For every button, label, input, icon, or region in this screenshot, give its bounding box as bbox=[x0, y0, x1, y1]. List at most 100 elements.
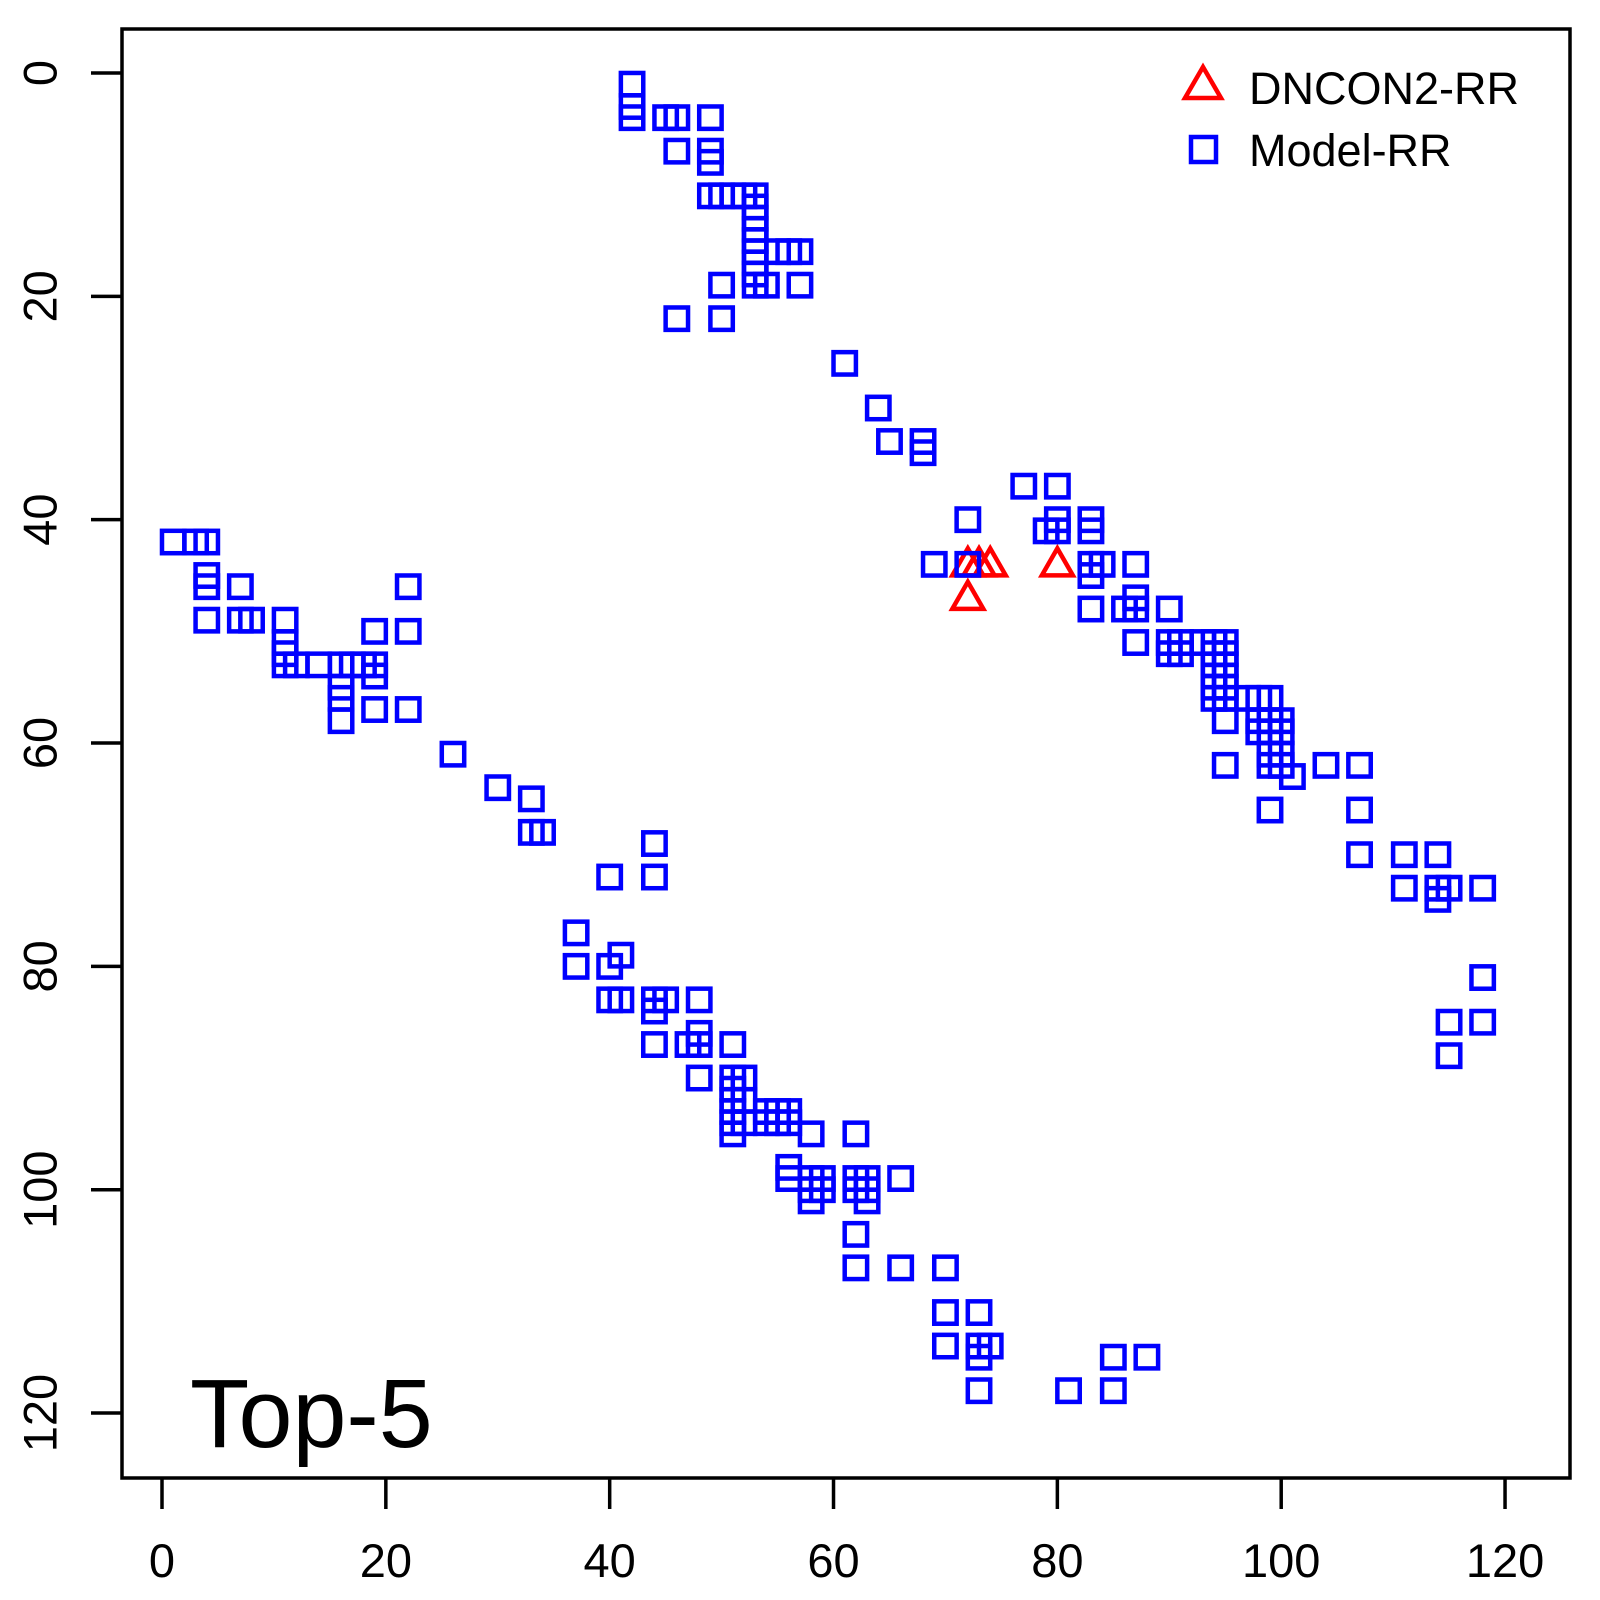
dncon2-rr-point bbox=[970, 543, 1010, 578]
model-rr-point bbox=[931, 1254, 959, 1282]
model-rr-point bbox=[1043, 472, 1071, 500]
model-rr-point bbox=[1312, 751, 1340, 779]
x-tick-label: 0 bbox=[149, 1534, 175, 1587]
model-rr-point bbox=[920, 550, 948, 578]
model-rr-point bbox=[864, 394, 892, 422]
model-rr-point bbox=[954, 550, 982, 578]
x-tick-label: 40 bbox=[584, 1534, 636, 1587]
model-rr-point bbox=[887, 1254, 915, 1282]
model-rr-point bbox=[797, 1187, 825, 1215]
model-rr-point bbox=[1256, 796, 1284, 824]
model-rr-point bbox=[1211, 751, 1239, 779]
model-rr-point bbox=[685, 1064, 713, 1092]
model-rr-point bbox=[842, 1220, 870, 1248]
model-rr-point bbox=[1469, 874, 1497, 902]
legend-triangle-icon bbox=[1181, 62, 1225, 101]
model-rr-point bbox=[327, 707, 355, 735]
model-rr-point bbox=[361, 696, 389, 723]
model-rr-point bbox=[394, 573, 422, 601]
x-tick-label: 20 bbox=[360, 1534, 412, 1587]
model-rr-point bbox=[1155, 595, 1183, 623]
model-rr-point bbox=[685, 986, 713, 1014]
model-rr-point bbox=[193, 528, 221, 556]
model-rr-point bbox=[1390, 874, 1418, 902]
x-tick-label: 80 bbox=[1031, 1534, 1083, 1587]
model-rr-point bbox=[876, 428, 903, 455]
model-rr-point bbox=[708, 305, 736, 333]
y-tick-label: 80 bbox=[14, 940, 67, 992]
model-rr-point bbox=[887, 1165, 915, 1192]
model-rr-point bbox=[361, 617, 389, 645]
model-rr-point bbox=[931, 1332, 959, 1360]
model-rr-point bbox=[1043, 517, 1071, 545]
model-rr-point bbox=[663, 104, 691, 132]
y-tick-label: 0 bbox=[14, 60, 67, 86]
model-rr-point bbox=[517, 785, 545, 813]
x-tick-label: 60 bbox=[807, 1534, 859, 1587]
dncon2-rr-point bbox=[948, 577, 988, 612]
model-rr-point bbox=[1099, 1343, 1127, 1371]
x-tick-label: 120 bbox=[1466, 1534, 1544, 1587]
model-rr-point bbox=[607, 986, 635, 1014]
model-rr-point bbox=[1077, 517, 1105, 545]
data-points bbox=[159, 70, 1497, 1405]
legend-label-model-rr: Model-RR bbox=[1249, 125, 1452, 176]
model-rr-point bbox=[931, 1299, 959, 1326]
legend-label-dncon2-rr: DNCON2-RR bbox=[1249, 63, 1519, 114]
model-rr-point bbox=[708, 271, 736, 299]
model-rr-point bbox=[439, 740, 467, 768]
model-rr-point bbox=[1435, 1008, 1463, 1036]
model-rr-point bbox=[831, 349, 859, 377]
plot-area-border bbox=[120, 27, 1572, 1480]
model-rr-point bbox=[640, 997, 668, 1025]
model-rr-point bbox=[193, 606, 221, 634]
legend-square-icon bbox=[1188, 134, 1219, 165]
model-rr-point bbox=[1010, 472, 1038, 500]
dncon2-rr-point bbox=[1037, 543, 1077, 578]
model-rr-point bbox=[663, 137, 691, 165]
model-rr-point bbox=[786, 238, 814, 266]
model-rr-point bbox=[361, 662, 389, 690]
model-rr-point bbox=[271, 606, 299, 634]
model-rr-point bbox=[159, 528, 187, 556]
model-rr-point bbox=[965, 1343, 993, 1371]
y-tick-label: 120 bbox=[14, 1374, 67, 1452]
model-rr-point bbox=[1346, 841, 1373, 869]
model-rr-point bbox=[685, 1031, 713, 1058]
plot-annotation: Top-5 bbox=[190, 1359, 433, 1468]
model-rr-point bbox=[1278, 763, 1306, 790]
model-rr-point bbox=[193, 573, 221, 601]
y-axis: 0 20 40 60 80 100 120 bbox=[14, 60, 122, 1452]
model-rr-point bbox=[842, 1120, 870, 1148]
model-rr-point bbox=[1077, 562, 1105, 589]
model-rr-point bbox=[1346, 751, 1373, 779]
model-rr-point bbox=[1346, 796, 1373, 824]
y-tick-label: 100 bbox=[14, 1150, 67, 1228]
model-rr-point bbox=[786, 271, 814, 299]
model-rr-point bbox=[1133, 1343, 1161, 1371]
model-rr-point bbox=[1122, 595, 1150, 623]
model-rr-point bbox=[663, 305, 691, 333]
model-rr-point bbox=[562, 919, 590, 947]
model-rr-point bbox=[640, 863, 668, 891]
model-rr-point bbox=[965, 1377, 993, 1405]
model-rr-point bbox=[1055, 1377, 1083, 1405]
model-rr-point bbox=[596, 952, 624, 980]
model-rr-point bbox=[618, 70, 646, 98]
model-rr-point bbox=[238, 606, 265, 634]
model-rr-point bbox=[842, 1254, 870, 1282]
model-rr-point bbox=[640, 830, 668, 857]
model-rr-point bbox=[1122, 550, 1150, 578]
model-rr-point bbox=[954, 506, 982, 534]
model-rr-point bbox=[719, 1120, 747, 1148]
model-rr-point bbox=[1211, 707, 1239, 735]
model-rr-point bbox=[1469, 964, 1497, 991]
model-rr-point bbox=[696, 148, 724, 176]
model-rr-point bbox=[696, 104, 724, 132]
model-rr-point bbox=[853, 1187, 881, 1215]
y-tick-label: 60 bbox=[14, 717, 67, 769]
model-rr-point bbox=[1390, 841, 1418, 869]
model-rr-point bbox=[1435, 1042, 1463, 1070]
